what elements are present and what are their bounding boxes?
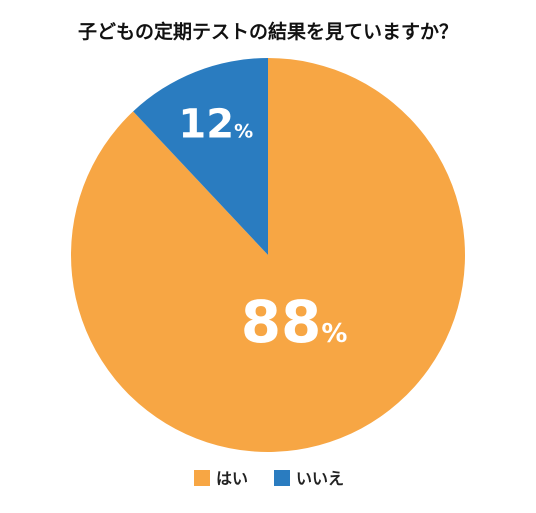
legend-label-2: いいえ — [296, 469, 344, 488]
legend-swatch-2 — [274, 470, 290, 486]
legend-label-1: はい — [216, 469, 248, 488]
slice-labels: 88% 12% — [178, 102, 347, 356]
chart-title: 子どもの定期テストの結果を見ていますか？ — [78, 20, 458, 43]
slice-label-1: 88% — [241, 288, 348, 356]
legend-swatch-1 — [194, 470, 210, 486]
legend: はい いいえ — [194, 469, 344, 488]
pie-slices — [70, 57, 465, 452]
pie-slice-2 — [133, 57, 268, 255]
slice-label-2: 12% — [178, 102, 253, 148]
pie-slice-1 — [70, 58, 465, 452]
